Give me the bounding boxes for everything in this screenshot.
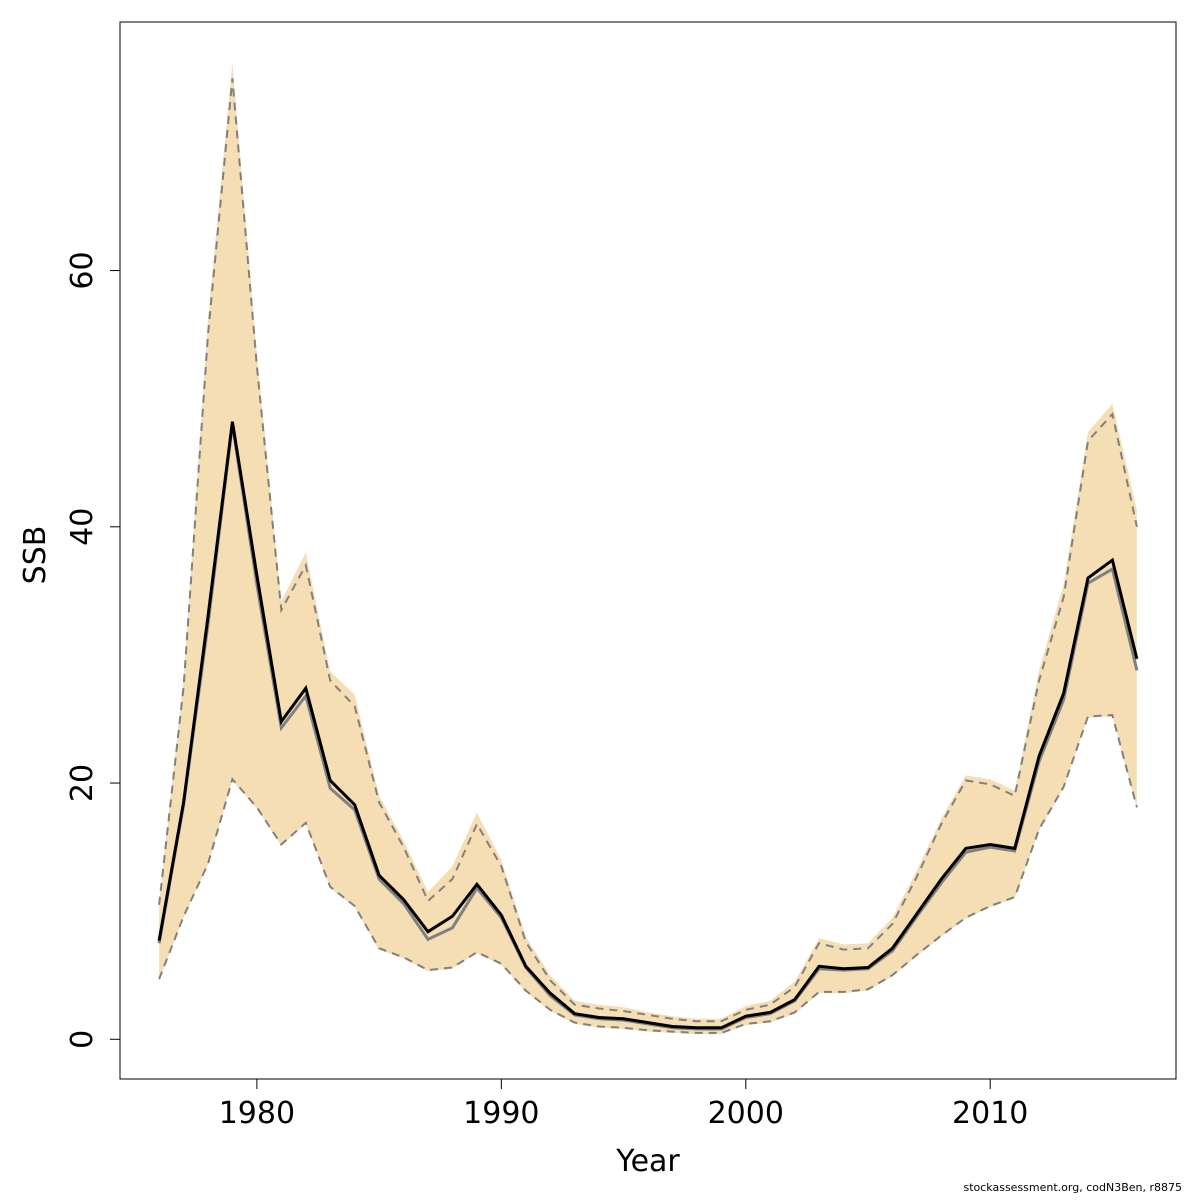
credit-text: stockassessment.org, codN3Ben, r8875 [963,1181,1182,1194]
confidence-band [159,63,1137,1035]
lower-bound-line [158,714,1138,1034]
estimate-line [157,421,1139,1030]
x-tick-label: 1990 [463,1096,539,1131]
x-tick-label: 1980 [219,1096,295,1131]
plot-area [157,63,1139,1035]
axes: 1980 1990 2000 2010 0 20 40 60 [65,251,1028,1131]
x-axis-title: Year [615,1144,680,1179]
plot-frame [119,21,1177,1080]
x-tick-label: 2000 [708,1096,784,1131]
y-tick-label: 40 [65,508,100,546]
y-tick-label: 20 [65,764,100,802]
y-tick-label: 60 [65,251,100,289]
x-tick-label: 2010 [952,1096,1028,1131]
y-tick-label: 0 [65,1030,100,1049]
y-axis-title: SSB [18,526,53,585]
